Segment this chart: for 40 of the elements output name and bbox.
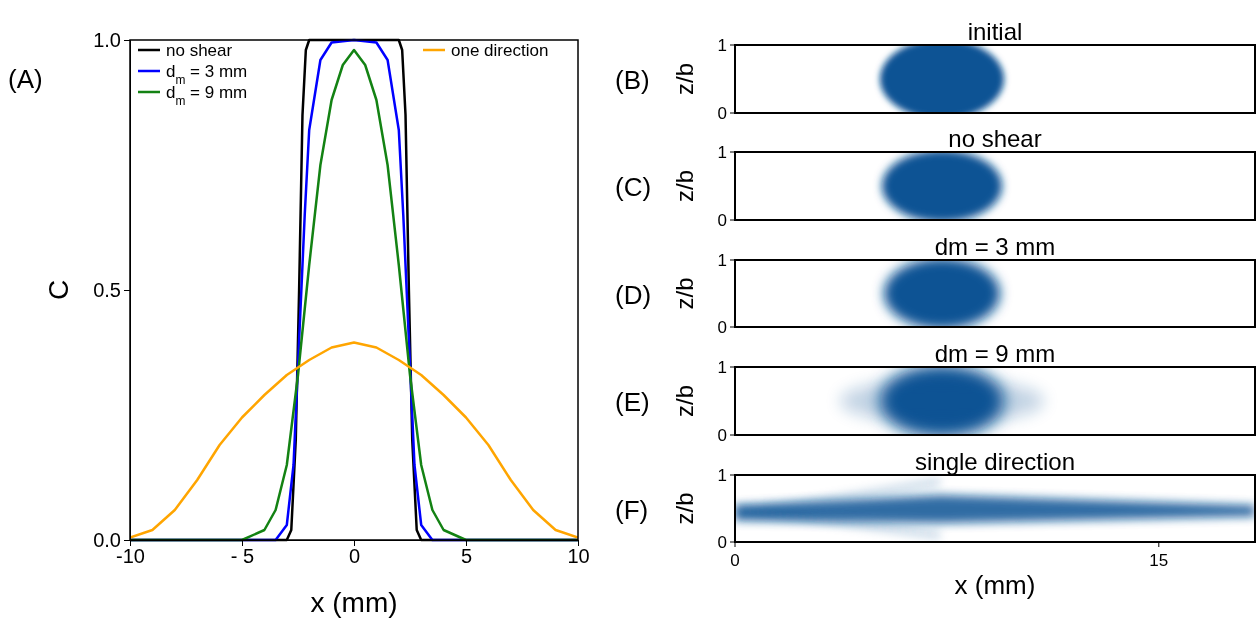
text: z/b — [671, 492, 698, 525]
text: single direction — [914, 448, 1076, 475]
text: 15 — [1149, 551, 1169, 570]
legend-label: one direction — [451, 41, 549, 60]
text: z/b — [671, 62, 698, 96]
text: no shear — [948, 125, 1042, 152]
line-series — [130, 341, 578, 539]
y-tick-label: 1.0 — [93, 28, 121, 51]
text: x (mm) — [954, 570, 1036, 600]
text: 0 — [717, 318, 727, 337]
text: z/b — [671, 384, 698, 418]
text: 0 — [717, 533, 727, 552]
text: (C) — [615, 172, 652, 202]
text: 1 — [717, 466, 727, 485]
text: z/b — [671, 277, 698, 310]
x-tick-label: 5 — [460, 545, 473, 568]
text: 1 — [717, 251, 727, 270]
x-tick-label: 0 — [348, 545, 361, 568]
text: (E) — [615, 387, 650, 417]
text: (F) — [615, 494, 649, 525]
text: (B) — [615, 65, 650, 95]
text: dm = 3 mm — [934, 233, 1056, 260]
x-axis-title: x (mm) — [310, 587, 398, 618]
x-tick-label: - 5 — [230, 545, 255, 568]
y-tick-label: 0.5 — [93, 278, 121, 301]
text: (D) — [615, 279, 652, 310]
text: 0 — [717, 211, 727, 230]
text: 0 — [717, 104, 727, 123]
text: 1 — [717, 143, 727, 162]
text: 1 — [717, 36, 727, 55]
text: 0 — [717, 426, 727, 445]
text: (A) — [8, 64, 43, 94]
x-tick-label: 10 — [567, 545, 590, 568]
y-axis-title: C — [43, 279, 74, 301]
text: dm = 9 mm — [934, 340, 1056, 367]
y-tick-label: 0.0 — [93, 528, 121, 551]
text: 1 — [717, 358, 727, 377]
legend-label: no shear — [166, 41, 233, 60]
text: z/b — [671, 169, 698, 203]
text: initial — [967, 18, 1023, 45]
